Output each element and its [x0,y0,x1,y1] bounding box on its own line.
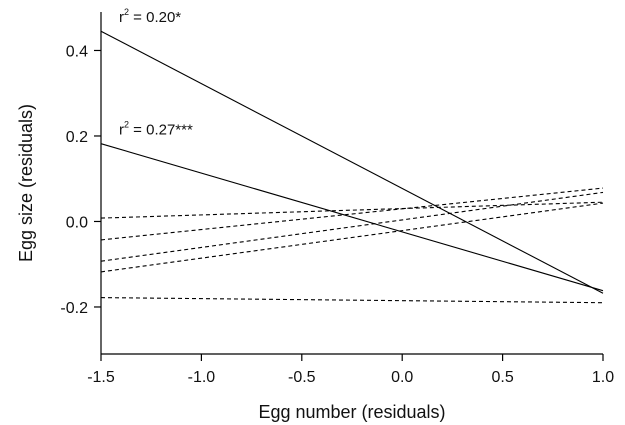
series-line-6 [100,202,604,273]
x-tick-label: 0.0 [391,369,413,386]
axes: -1.5 -1.0 -0.5 0.0 0.5 1.0 -0.2 0.0 0.2 0.4 [60,12,614,386]
y-tick-label: 0.4 [66,43,88,60]
r-squared-annotation-2: r2 = 0.27*** [119,120,193,139]
series-line-1 [100,30,604,294]
x-tick-label: -1.5 [87,369,115,386]
x-tick-label: -0.5 [288,369,316,386]
annotations: r2 = 0.20* r2 = 0.27*** [119,7,193,138]
r-squared-annotation-1: r2 = 0.20* [119,7,181,26]
y-tick-label: -0.2 [60,300,88,317]
y-tick-label: 0.0 [66,214,88,231]
series-line-3 [100,201,604,219]
x-tick-label: 0.5 [491,369,513,386]
x-tick-label: -1.0 [188,369,216,386]
y-tick-label: 0.2 [66,129,88,146]
series-line-7 [100,297,604,304]
x-axis-title: Egg number (residuals) [258,402,445,422]
series-line-2 [100,143,604,292]
x-tick-label: 1.0 [592,369,614,386]
y-axis-title: Egg size (residuals) [16,104,36,262]
plot-lines [100,30,604,304]
series-line-4 [100,187,604,241]
series-line-5 [100,191,604,262]
